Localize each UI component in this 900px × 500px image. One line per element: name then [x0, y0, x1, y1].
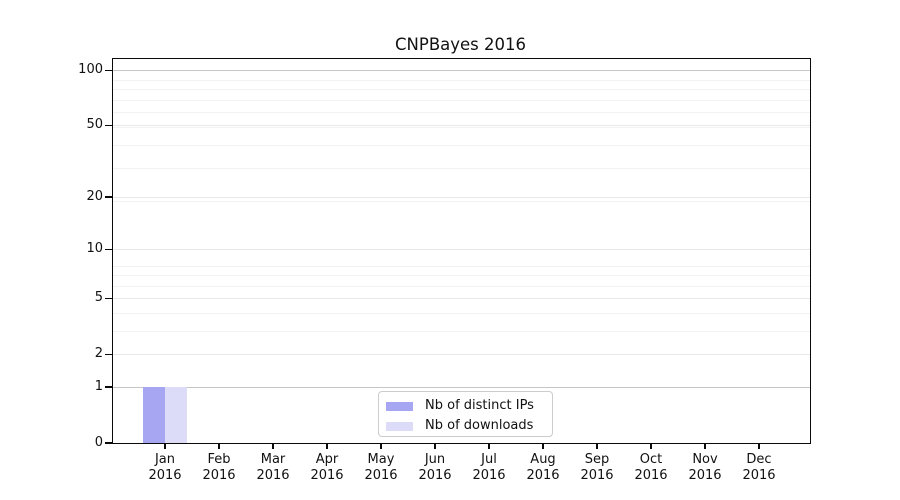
gridline-minor — [113, 313, 810, 314]
legend-swatch-nb-of-distinct-ips-icon — [386, 401, 413, 411]
gridline-minor — [113, 145, 810, 146]
y-tick-label: 2 — [94, 346, 103, 362]
x-tick-mark — [758, 444, 760, 449]
plot-area — [112, 58, 811, 444]
bar-nb-of-downloads — [165, 387, 187, 443]
legend: Nb of distinct IPs Nb of downloads — [378, 391, 553, 437]
x-tick-year: 2016 — [418, 468, 452, 483]
y-tick-label: 1 — [94, 379, 103, 394]
x-tick-mark — [704, 444, 706, 449]
gridline-major — [113, 387, 810, 388]
x-tick-month: Oct — [639, 452, 663, 467]
x-tick-label: Jul 2016 — [457, 452, 521, 484]
x-tick-year: 2016 — [526, 468, 560, 483]
gridline-major — [113, 249, 810, 251]
x-tick-month: May — [367, 452, 395, 467]
x-tick-mark — [164, 444, 166, 449]
x-tick-year: 2016 — [310, 468, 344, 483]
x-tick-mark — [542, 444, 544, 449]
y-tick-label: 0 — [94, 435, 103, 450]
x-tick-month: Jul — [481, 452, 497, 467]
y-tick-mark — [105, 248, 112, 250]
x-tick-year: 2016 — [580, 468, 614, 483]
x-tick-label: Nov 2016 — [673, 452, 737, 484]
x-tick-month: Sep — [584, 452, 610, 467]
gridline-minor — [113, 89, 810, 90]
x-tick-label: Feb 2016 — [187, 452, 251, 484]
legend-item: Nb of distinct IPs — [386, 397, 542, 415]
x-tick-month: Feb — [207, 452, 231, 467]
x-tick-year: 2016 — [256, 468, 290, 483]
gridline-major — [113, 354, 810, 356]
x-tick-label: May 2016 — [349, 452, 413, 484]
y-tick-mark — [105, 196, 112, 198]
gridline-minor — [113, 275, 810, 276]
y-tick-label: 20 — [86, 189, 103, 205]
gridline-major — [113, 298, 810, 300]
x-tick-year: 2016 — [634, 468, 668, 483]
x-tick-mark — [326, 444, 328, 449]
x-tick-month: Apr — [315, 452, 339, 467]
y-tick-mark — [105, 297, 112, 299]
x-tick-label: Oct 2016 — [619, 452, 683, 484]
x-tick-mark — [380, 444, 382, 449]
x-tick-mark — [488, 444, 490, 449]
gridline-minor — [113, 265, 810, 267]
y-tick-label: 50 — [86, 117, 103, 133]
y-tick-mark — [105, 386, 112, 388]
gridline-major — [113, 125, 810, 127]
gridline-minor — [113, 112, 810, 114]
y-tick-mark — [105, 353, 112, 355]
y-tick-label: 10 — [86, 241, 103, 257]
gridline-minor — [113, 285, 810, 287]
x-tick-label: Aug 2016 — [511, 452, 575, 484]
x-tick-month: Nov — [692, 452, 718, 467]
gridline-minor — [113, 168, 810, 170]
x-tick-mark — [596, 444, 598, 449]
gridline-minor — [113, 201, 810, 202]
x-tick-label: Sep 2016 — [565, 452, 629, 484]
gridline-minor — [113, 331, 810, 332]
x-tick-year: 2016 — [202, 468, 236, 483]
gridline-major — [113, 70, 810, 72]
x-tick-year: 2016 — [148, 468, 182, 483]
x-tick-label: Apr 2016 — [295, 452, 359, 484]
y-tick-mark — [105, 442, 112, 444]
y-tick-label: 100 — [78, 62, 103, 78]
x-tick-month: Aug — [530, 452, 556, 467]
x-tick-month: Jun — [424, 452, 446, 467]
x-tick-mark — [434, 444, 436, 449]
gridline-minor — [113, 99, 810, 101]
legend-label: Nb of distinct IPs — [425, 398, 534, 413]
x-tick-label: Jan 2016 — [133, 452, 197, 484]
x-tick-label: Jun 2016 — [403, 452, 467, 484]
x-tick-mark — [218, 444, 220, 449]
x-tick-month: Mar — [260, 452, 286, 467]
legend-swatch-nb-of-downloads-icon — [386, 421, 413, 431]
x-tick-month: Jan — [154, 452, 176, 467]
legend-item: Nb of downloads — [386, 417, 542, 435]
y-tick-mark — [105, 69, 112, 71]
gridline-minor — [113, 79, 810, 81]
x-tick-year: 2016 — [472, 468, 506, 483]
x-tick-month: Dec — [746, 452, 772, 467]
x-tick-mark — [272, 444, 274, 449]
x-tick-mark — [650, 444, 652, 449]
legend-label: Nb of downloads — [425, 418, 534, 433]
y-tick-mark — [105, 124, 112, 127]
x-tick-year: 2016 — [364, 468, 398, 483]
bar-nb-of-distinct-ips — [143, 387, 165, 443]
x-tick-label: Dec 2016 — [727, 452, 791, 484]
x-tick-year: 2016 — [688, 468, 722, 483]
gridline-minor — [113, 127, 810, 128]
chart-title: CNPBayes 2016 — [395, 35, 526, 54]
y-tick-label: 5 — [94, 290, 103, 306]
x-tick-year: 2016 — [742, 468, 776, 483]
x-tick-label: Mar 2016 — [241, 452, 305, 484]
gridline-major — [113, 197, 810, 199]
